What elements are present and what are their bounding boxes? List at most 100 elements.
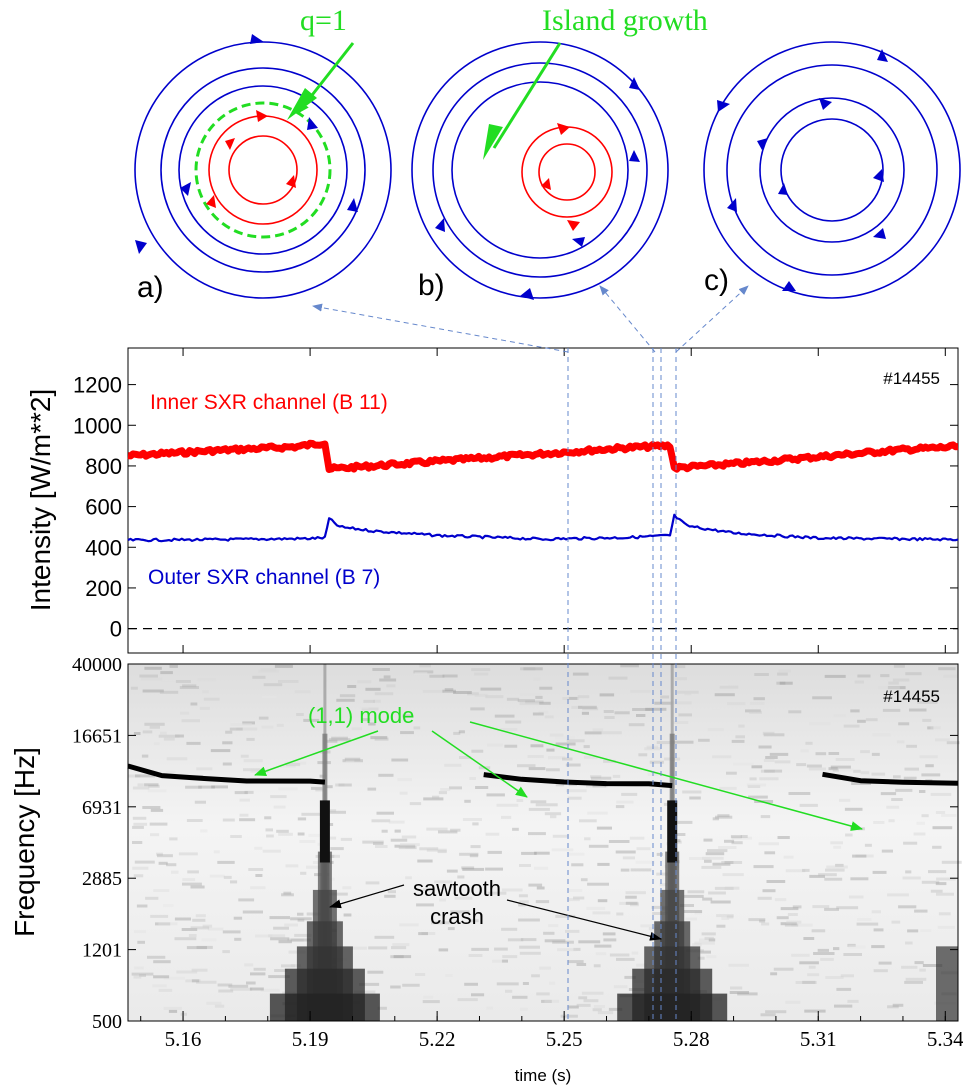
noise-cell <box>825 868 845 872</box>
noise-cell <box>374 935 395 939</box>
noise-cell <box>812 696 832 700</box>
noise-cell <box>186 946 207 950</box>
noise-cell <box>705 852 725 856</box>
noise-cell <box>809 722 831 726</box>
noise-cell <box>422 888 434 892</box>
noise-cell <box>773 967 794 971</box>
noise-cell <box>828 752 840 755</box>
noise-cell <box>620 664 639 668</box>
noise-cell <box>142 730 153 734</box>
frequency-y-label: Frequency [Hz] <box>9 747 40 937</box>
noise-cell <box>702 897 713 901</box>
noise-cell <box>930 726 941 730</box>
noise-cell <box>905 941 913 945</box>
noise-cell <box>836 906 859 910</box>
noise-cell <box>432 795 440 799</box>
noise-cell <box>294 933 312 937</box>
noise-cell <box>522 982 529 985</box>
noise-cell <box>920 929 932 933</box>
noise-cell <box>763 759 775 762</box>
noise-cell <box>749 701 765 705</box>
noise-cell <box>692 943 702 947</box>
noise-cell <box>464 982 478 986</box>
noise-cell <box>719 685 739 689</box>
noise-cell <box>132 825 144 829</box>
noise-cell <box>599 693 615 697</box>
noise-cell <box>751 765 763 769</box>
noise-cell <box>343 913 352 917</box>
noise-cell <box>708 891 726 895</box>
noise-cell <box>938 667 956 671</box>
noise-cell <box>255 934 273 938</box>
noise-cell <box>197 678 216 682</box>
noise-cell <box>760 1013 776 1017</box>
noise-cell <box>233 916 243 920</box>
diagram-a-label: a) <box>137 271 164 304</box>
noise-cell <box>898 722 910 726</box>
noise-cell <box>437 850 447 854</box>
noise-cell <box>635 860 655 864</box>
noise-cell <box>417 859 433 863</box>
noise-cell <box>139 974 146 977</box>
noise-cell <box>521 851 537 855</box>
noise-cell <box>660 695 670 699</box>
noise-cell <box>258 669 280 673</box>
noise-cell <box>246 737 255 741</box>
noise-cell <box>578 705 597 709</box>
noise-cell <box>583 755 598 759</box>
noise-cell <box>577 695 590 699</box>
noise-cell <box>185 785 202 789</box>
noise-cell <box>419 847 439 851</box>
y-tick-label: 800 <box>85 454 122 479</box>
noise-cell <box>311 786 323 790</box>
noise-cell <box>728 963 749 967</box>
outer-sxr-legend: Outer SXR channel (B 7) <box>148 566 380 589</box>
noise-cell <box>402 983 420 987</box>
noise-cell <box>278 680 299 683</box>
noise-cell <box>833 714 846 718</box>
noise-cell <box>133 874 144 878</box>
noise-cell <box>528 832 546 836</box>
noise-cell <box>787 913 798 916</box>
freq-tick-label: 16651 <box>72 725 122 747</box>
noise-cell <box>604 716 615 719</box>
noise-cell <box>586 784 608 788</box>
noise-cell <box>131 972 154 976</box>
noise-cell <box>760 769 775 773</box>
noise-cell <box>738 724 745 728</box>
noise-cell <box>330 836 337 840</box>
noise-cell <box>549 703 567 707</box>
noise-cell <box>258 716 269 720</box>
noise-cell <box>615 850 636 854</box>
noise-cell <box>714 886 734 890</box>
noise-cell <box>893 664 905 668</box>
sawtooth-annotation-line2: crash <box>430 904 484 929</box>
q1-label: q=1 <box>300 4 347 37</box>
noise-cell <box>462 818 482 821</box>
noise-cell <box>471 749 484 753</box>
noise-cell <box>527 755 544 758</box>
noise-cell <box>278 940 292 944</box>
noise-cell <box>132 816 147 820</box>
noise-cell <box>597 1011 614 1015</box>
noise-cell <box>525 700 544 704</box>
inner-sxr-line <box>127 439 959 473</box>
noise-cell <box>351 946 367 950</box>
noise-cell <box>826 865 848 869</box>
noise-cell <box>454 896 473 900</box>
noise-cell <box>202 690 209 694</box>
noise-cell <box>855 854 874 858</box>
noise-cell <box>707 728 724 732</box>
noise-cell <box>133 822 148 826</box>
noise-cell <box>405 846 416 849</box>
noise-cell <box>213 850 220 854</box>
noise-cell <box>254 846 263 850</box>
noise-cell <box>808 965 816 969</box>
noise-cell <box>565 763 581 767</box>
time-guide-lines <box>312 285 749 1021</box>
noise-cell <box>765 1010 787 1014</box>
noise-cell <box>721 917 730 920</box>
noise-cell <box>398 846 417 850</box>
noise-cell <box>141 754 149 758</box>
noise-cell <box>447 927 455 931</box>
